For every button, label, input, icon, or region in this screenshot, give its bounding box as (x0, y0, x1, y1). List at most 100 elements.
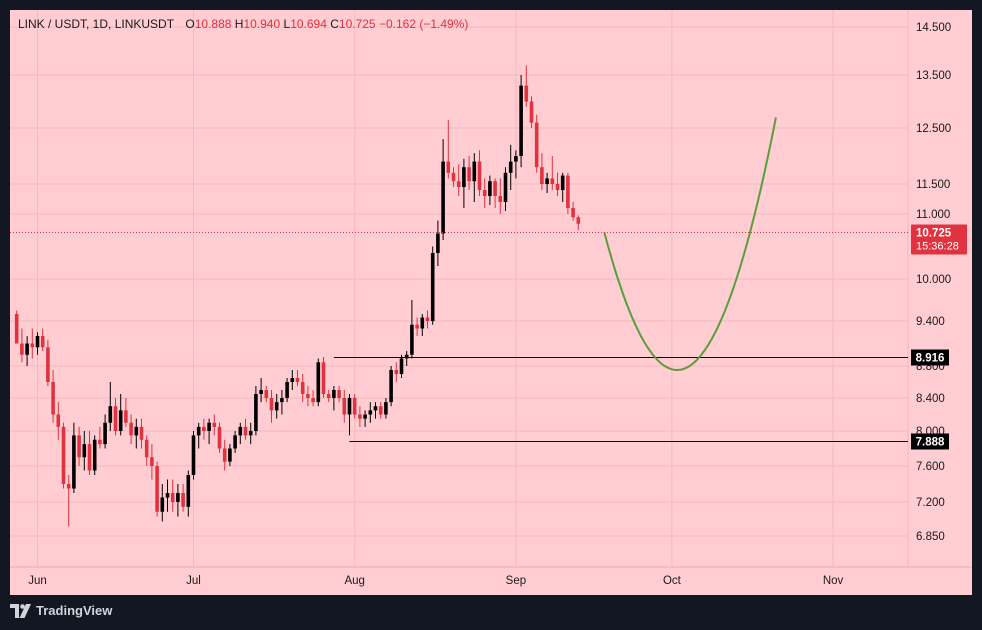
candle (493, 178, 497, 208)
candle-body (488, 181, 492, 196)
candle (456, 164, 461, 196)
candle (181, 484, 185, 512)
candle-body (176, 493, 180, 502)
candle (508, 144, 513, 190)
candle (103, 414, 107, 449)
candle (46, 339, 50, 386)
candle (332, 386, 336, 411)
candle-body (534, 122, 539, 168)
candle (498, 178, 503, 214)
candle-body (560, 175, 565, 190)
candle-body (519, 85, 523, 156)
candle (358, 406, 362, 427)
projection-curve[interactable] (603, 117, 777, 372)
price-tick-label: 6.850 (916, 531, 945, 543)
price-tick-label: 8.400 (916, 393, 945, 405)
candle-body (540, 167, 544, 184)
candle-body (467, 167, 471, 182)
open-value: 10.888 (194, 17, 232, 31)
candle-body (82, 444, 87, 458)
candle-body (415, 324, 419, 329)
candle-body (363, 414, 367, 419)
candle (436, 220, 440, 266)
candle-body (269, 398, 274, 411)
price-tick-label: 7.600 (916, 461, 945, 473)
candle-body (124, 410, 128, 423)
candle-body (35, 336, 40, 348)
candle (77, 426, 81, 466)
candle-body (212, 422, 217, 427)
change-value: −0.162 (−1.49%) (378, 17, 469, 31)
time-axis: Jun Jul Aug Sep Oct Nov (28, 575, 843, 587)
candle (92, 435, 97, 475)
candle (269, 390, 274, 423)
candle (545, 172, 549, 193)
projection-path[interactable] (603, 117, 777, 372)
candle-body (399, 358, 404, 374)
candle (524, 65, 529, 107)
price-tick-label: 9.400 (916, 316, 945, 328)
candle (482, 178, 487, 208)
candle (451, 167, 456, 187)
candle-body (20, 343, 24, 355)
candle (477, 150, 482, 196)
candle-body (285, 382, 289, 398)
candle (233, 431, 237, 453)
candle (280, 390, 284, 415)
low-label: L (283, 17, 291, 31)
candle-body (274, 402, 279, 411)
candle (488, 175, 492, 205)
candle (176, 484, 180, 517)
candle (337, 386, 341, 403)
candle-body (326, 394, 331, 398)
candle (342, 390, 347, 423)
candle (394, 362, 399, 382)
candle-body (571, 208, 575, 218)
candle-body (456, 181, 461, 187)
candle (51, 370, 55, 423)
candle (72, 422, 76, 493)
candle-body (436, 233, 440, 253)
candle (254, 386, 258, 436)
candle (347, 394, 352, 436)
candle-body (72, 435, 76, 489)
candle-body (514, 156, 518, 162)
tradingview-branding[interactable]: TradingView (10, 603, 112, 618)
candle-body (87, 444, 92, 471)
candle-body (98, 439, 102, 445)
candle-body (342, 398, 347, 415)
candle (160, 484, 165, 522)
candle-body (30, 343, 35, 348)
candle-body (144, 439, 149, 458)
candle (217, 422, 222, 453)
candle (274, 394, 279, 419)
candle-body (290, 378, 295, 382)
candle-body (300, 382, 305, 394)
candle-body (243, 426, 248, 436)
candle (399, 354, 404, 378)
candle (560, 172, 565, 202)
candle (222, 439, 227, 471)
candle (472, 153, 477, 202)
plot-background (10, 10, 972, 595)
symbol-title[interactable]: LINK / USDT, 1D, LINKUSDT (18, 17, 175, 31)
candle-body (430, 253, 435, 321)
candle (144, 435, 149, 466)
candle-body (191, 435, 196, 475)
candle-body (61, 426, 66, 484)
tradingview-logo-icon (10, 603, 31, 618)
candle-body (524, 85, 529, 102)
candle-body (248, 431, 253, 436)
candle (404, 351, 409, 366)
candle-body (56, 414, 61, 427)
candle-body (472, 161, 477, 182)
horizontal-levels[interactable]: 8.916 7.888 (333, 349, 949, 450)
candle (415, 317, 419, 336)
candle-body (378, 406, 383, 415)
candle-body (14, 314, 19, 344)
candle-body (462, 167, 466, 187)
candle (389, 366, 393, 407)
candle-body (264, 390, 269, 398)
candle-body (129, 422, 133, 436)
